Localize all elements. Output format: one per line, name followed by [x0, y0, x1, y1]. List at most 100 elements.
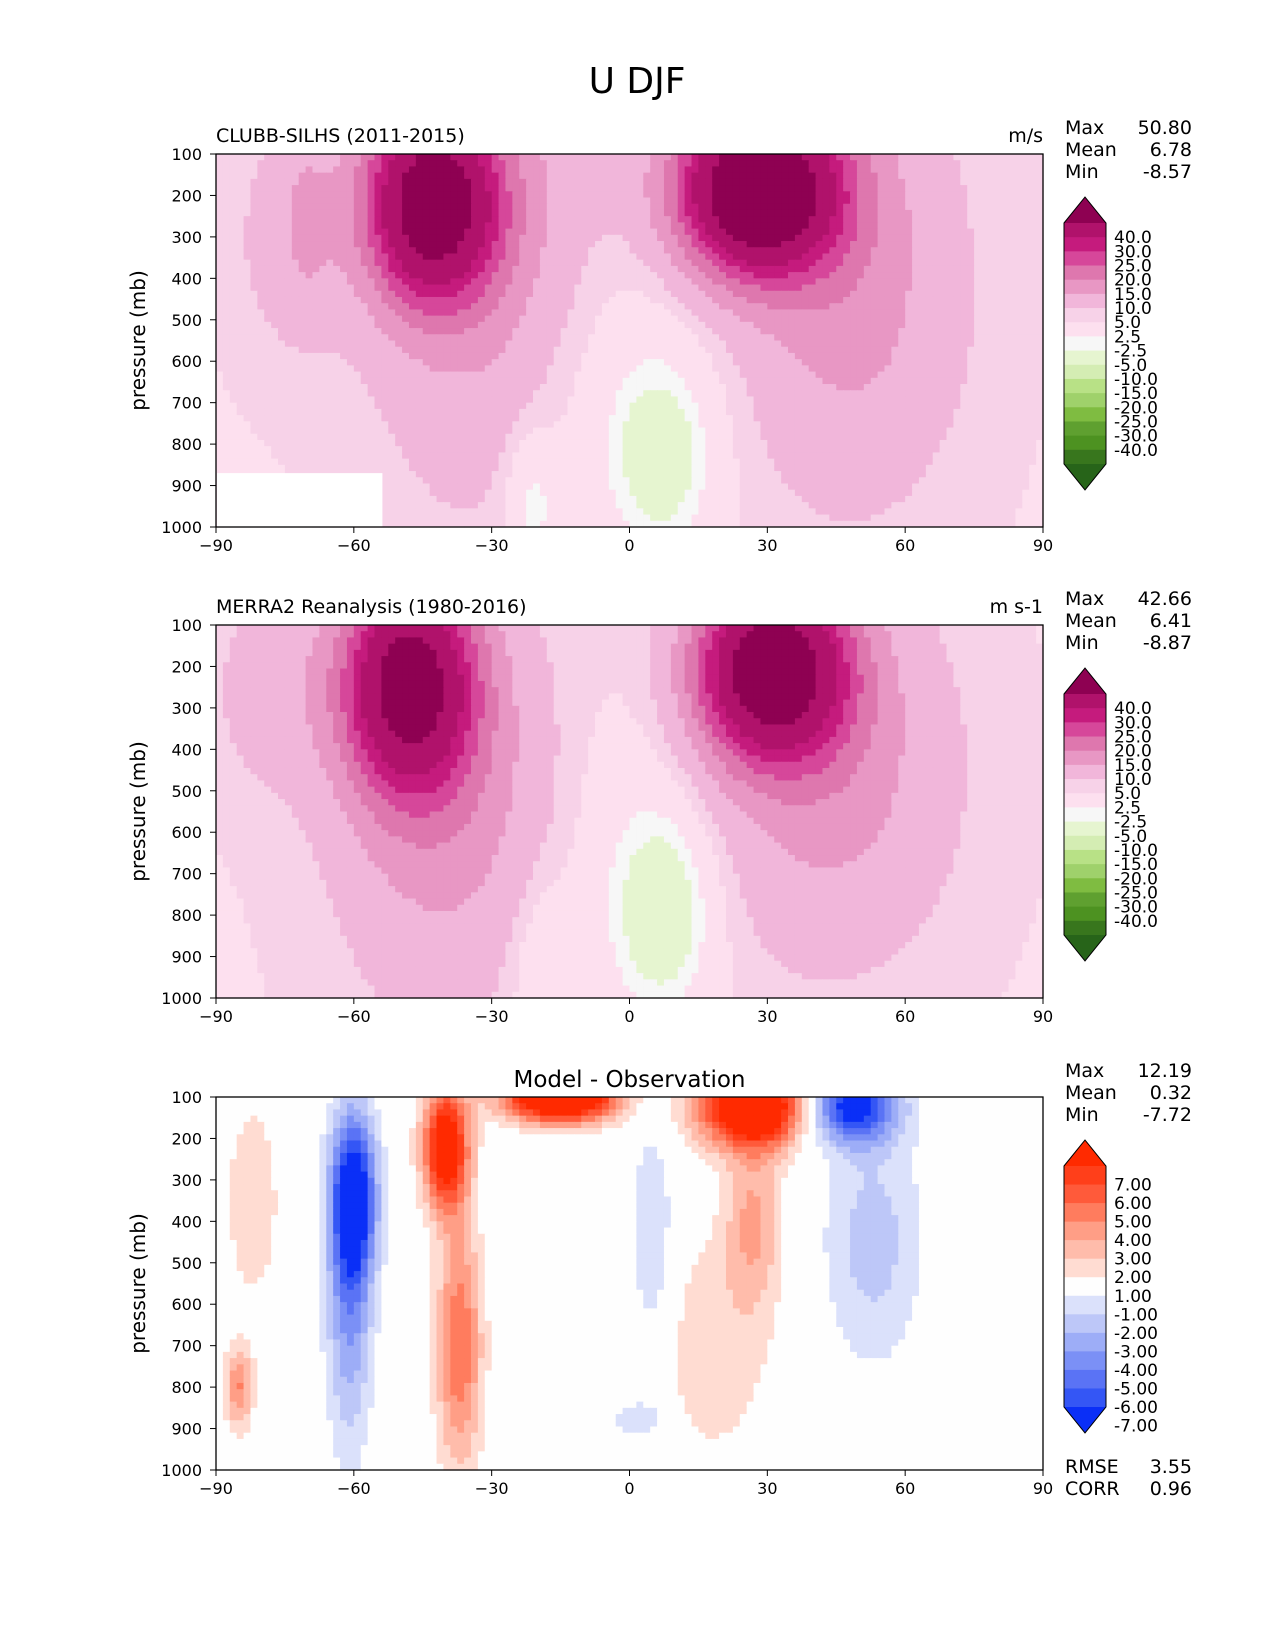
- contour-cell: [375, 341, 382, 348]
- contour-cell: [650, 347, 657, 354]
- contour-cell: [485, 403, 492, 410]
- contour-cell: [712, 173, 719, 180]
- contour-cell: [430, 328, 437, 335]
- contour-cell: [402, 309, 409, 316]
- contour-cell: [499, 372, 506, 379]
- contour-cell: [995, 229, 1002, 236]
- contour-cell: [1009, 303, 1016, 310]
- contour-cell: [816, 291, 823, 298]
- contour-cell: [705, 166, 712, 173]
- contour-cell: [437, 166, 444, 173]
- contour-cell: [1015, 378, 1022, 385]
- contour-cell: [692, 334, 699, 341]
- contour-cell: [884, 353, 891, 360]
- contour-cell: [485, 316, 492, 323]
- contour-cell: [306, 253, 313, 260]
- contour-cell: [1029, 322, 1036, 329]
- contour-cell: [733, 341, 740, 348]
- contour-cell: [678, 198, 685, 205]
- contour-cell: [430, 285, 437, 292]
- contour-cell: [685, 396, 692, 403]
- contour-cell: [237, 378, 244, 385]
- contour-cell: [1029, 347, 1036, 354]
- contour-cell: [692, 316, 699, 323]
- contour-cell: [795, 285, 802, 292]
- contour-cell: [692, 291, 699, 298]
- contour-cell: [995, 297, 1002, 304]
- contour-cell: [960, 341, 967, 348]
- contour-cell: [781, 291, 788, 298]
- contour-cell: [1029, 241, 1036, 248]
- contour-cell: [891, 260, 898, 267]
- contour-cell: [671, 316, 678, 323]
- contour-cell: [781, 278, 788, 285]
- contour-cell: [333, 191, 340, 198]
- contour-cell: [988, 260, 995, 267]
- contour-cell: [326, 353, 333, 360]
- contour-cell: [685, 316, 692, 323]
- contour-cell: [692, 179, 699, 186]
- contour-cell: [643, 166, 650, 173]
- contour-cell: [602, 229, 609, 236]
- contour-cell: [354, 372, 361, 379]
- contour-cell: [561, 353, 568, 360]
- contour-cell: [630, 253, 637, 260]
- contour-cell: [864, 260, 871, 267]
- contour-cell: [974, 322, 981, 329]
- contour-cell: [643, 297, 650, 304]
- contour-cell: [974, 316, 981, 323]
- contour-cell: [381, 303, 388, 310]
- contour-cell: [857, 309, 864, 316]
- contour-cell: [540, 160, 547, 167]
- contour-cell: [423, 347, 430, 354]
- contour-cell: [519, 216, 526, 223]
- contour-cell: [754, 160, 761, 167]
- contour-cell: [485, 173, 492, 180]
- contour-cell: [430, 384, 437, 391]
- contour-cell: [471, 253, 478, 260]
- contour-cell: [1029, 260, 1036, 267]
- contour-cell: [630, 353, 637, 360]
- contour-cell: [933, 353, 940, 360]
- contour-cell: [829, 372, 836, 379]
- contour-cell: [457, 409, 464, 416]
- contour-cell: [574, 160, 581, 167]
- contour-cell: [271, 353, 278, 360]
- contour-cell: [485, 390, 492, 397]
- contour-cell: [354, 341, 361, 348]
- contour-cell: [926, 154, 933, 161]
- contour-cell: [547, 185, 554, 192]
- contour-cell: [347, 396, 354, 403]
- contour-cell: [850, 353, 857, 360]
- contour-cell: [547, 316, 554, 323]
- contour-cell: [912, 204, 919, 211]
- contour-cell: [657, 365, 664, 372]
- contour-cell: [705, 247, 712, 254]
- contour-cell: [485, 260, 492, 267]
- contour-cell: [940, 278, 947, 285]
- contour-cell: [512, 384, 519, 391]
- contour-cell: [912, 328, 919, 335]
- contour-cell: [850, 222, 857, 229]
- contour-cell: [533, 204, 540, 211]
- contour-cell: [947, 235, 954, 242]
- contour-cell: [319, 204, 326, 211]
- contour-cell: [285, 309, 292, 316]
- contour-cell: [540, 384, 547, 391]
- contour-cell: [1009, 378, 1016, 385]
- contour-cell: [988, 179, 995, 186]
- contour-cell: [381, 378, 388, 385]
- contour-cell: [333, 409, 340, 416]
- contour-cell: [264, 409, 271, 416]
- contour-cell: [995, 359, 1002, 366]
- contour-cell: [223, 166, 230, 173]
- contour-cell: [974, 247, 981, 254]
- contour-cell: [884, 185, 891, 192]
- contour-cell: [864, 309, 871, 316]
- contour-cell: [257, 204, 264, 211]
- contour-cell: [299, 396, 306, 403]
- contour-cell: [312, 285, 319, 292]
- contour-cell: [567, 198, 574, 205]
- contour-cell: [430, 353, 437, 360]
- contour-cell: [960, 229, 967, 236]
